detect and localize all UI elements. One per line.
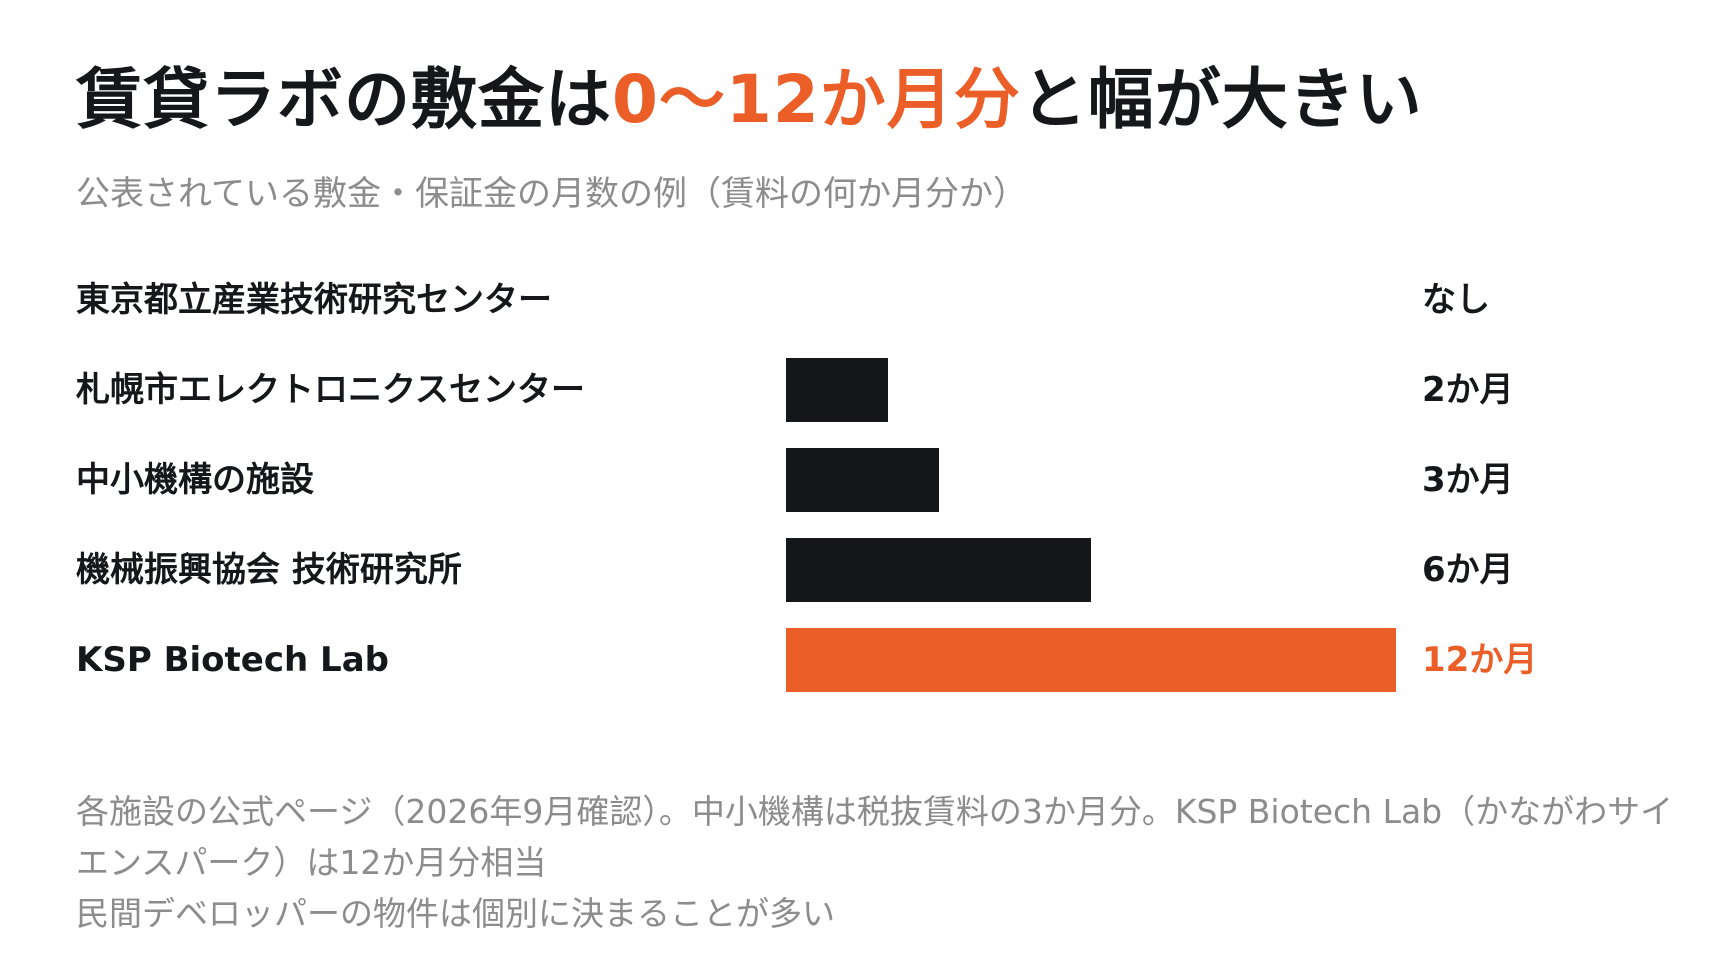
bar bbox=[786, 358, 888, 422]
title-highlight: 0〜12か月分 bbox=[612, 61, 1021, 138]
value-label: 6か月 bbox=[1422, 550, 1514, 590]
bar bbox=[786, 448, 939, 512]
category-label: 札幌市エレクトロニクスセンター bbox=[76, 370, 585, 410]
footnote-line-2: 民間デベロッパーの物件は個別に決まることが多い bbox=[76, 894, 835, 933]
deposit-bar-chart: 東京都立産業技術研究センター なし札幌市エレクトロニクスセンター 2か月中小機構の施… bbox=[0, 250, 1736, 710]
category-label: 中小機構の施設 bbox=[76, 460, 314, 500]
value-label: 12か月 bbox=[1422, 640, 1538, 680]
page-subtitle: 公表されている敷金・保証金の月数の例（賃料の何か月分か） bbox=[76, 174, 1027, 214]
category-label: 機械振興協会 技術研究所 bbox=[76, 550, 462, 590]
footnote-line-1: 各施設の公式ページ（2026年9月確認）。中小機構は税抜賃料の3か月分。KSP … bbox=[76, 792, 1674, 882]
category-label: KSP Biotech Lab bbox=[76, 640, 389, 680]
bar bbox=[786, 628, 1396, 692]
value-label: 3か月 bbox=[1422, 460, 1514, 500]
category-label: 東京都立産業技術研究センター bbox=[76, 280, 552, 320]
title-prefix: 賃貸ラボの敷金は bbox=[76, 61, 612, 138]
footnote: 各施設の公式ページ（2026年9月確認）。中小機構は税抜賃料の3か月分。KSP … bbox=[76, 786, 1676, 939]
page-title: 賃貸ラボの敷金は0〜12か月分と幅が大きい bbox=[76, 61, 1423, 138]
value-label: なし bbox=[1422, 280, 1490, 320]
title-suffix: と幅が大きい bbox=[1020, 61, 1423, 138]
bar bbox=[786, 538, 1091, 602]
value-label: 2か月 bbox=[1422, 370, 1514, 410]
